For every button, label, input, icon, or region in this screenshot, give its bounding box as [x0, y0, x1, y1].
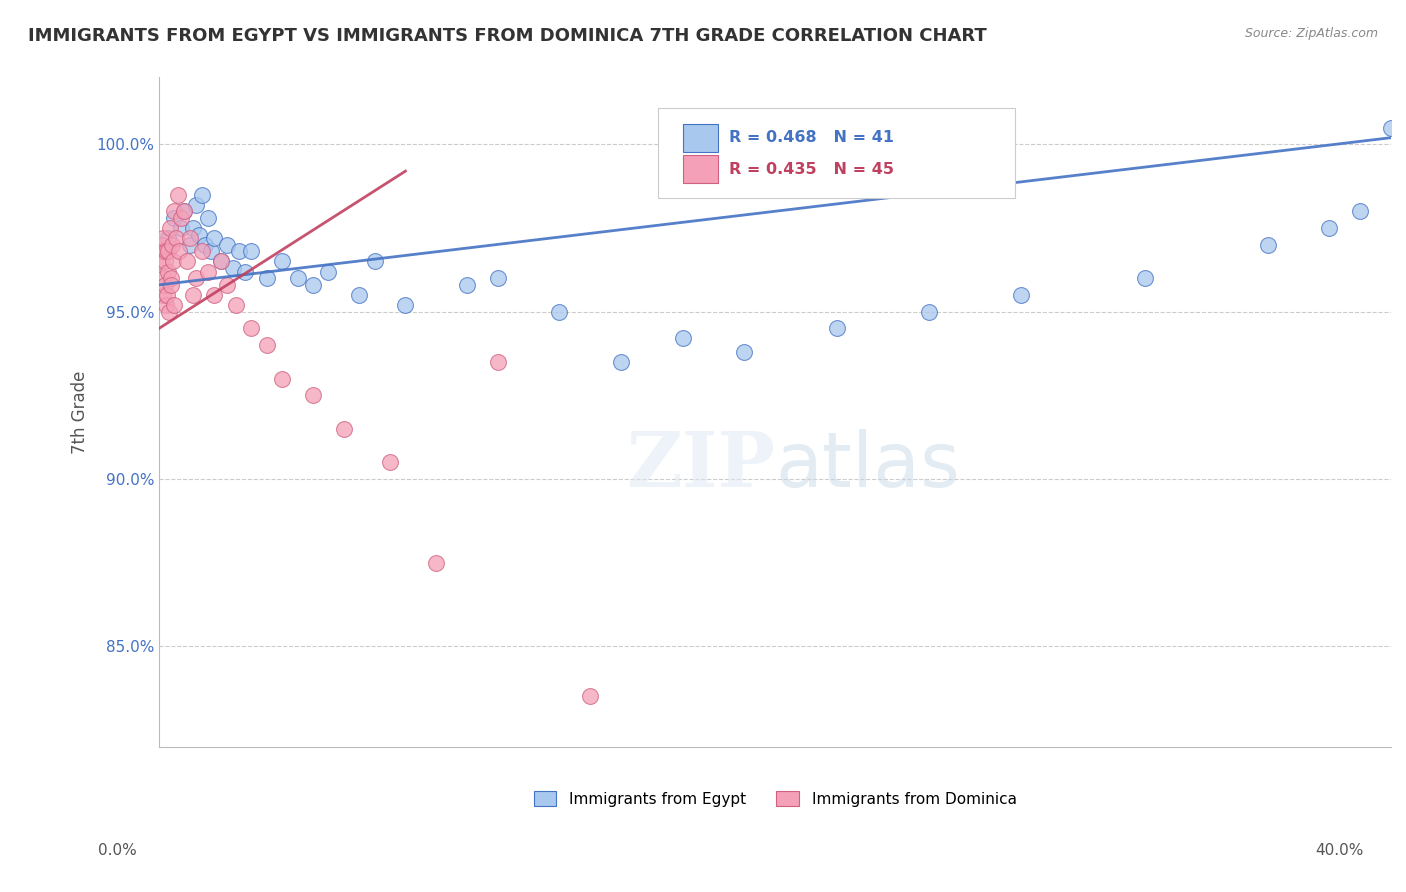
Point — [155, 298, 177, 312]
Point — [1348, 204, 1371, 219]
Point — [155, 254, 177, 268]
Point — [825, 321, 848, 335]
Text: 40.0%: 40.0% — [1316, 843, 1364, 858]
Point — [197, 264, 219, 278]
Point — [163, 211, 186, 225]
Point — [333, 422, 356, 436]
Point — [215, 237, 238, 252]
Point — [181, 288, 204, 302]
Point — [150, 237, 173, 252]
Point — [157, 231, 180, 245]
Point — [160, 237, 183, 252]
Y-axis label: 7th Grade: 7th Grade — [72, 370, 89, 454]
Point — [149, 254, 172, 268]
Point — [169, 221, 191, 235]
Point — [163, 298, 186, 312]
Point — [918, 304, 941, 318]
Point — [363, 254, 385, 268]
Point — [225, 298, 247, 312]
Point — [165, 231, 187, 245]
Point — [222, 261, 245, 276]
Point — [1010, 288, 1032, 302]
Point — [215, 277, 238, 292]
Point — [162, 254, 184, 268]
Point — [163, 204, 186, 219]
Point — [184, 271, 207, 285]
Point — [733, 344, 755, 359]
Point — [302, 388, 325, 402]
Point — [425, 556, 447, 570]
Point — [166, 187, 188, 202]
Point — [1133, 271, 1156, 285]
Point — [378, 455, 401, 469]
Point — [152, 288, 174, 302]
Point — [302, 277, 325, 292]
Point — [197, 211, 219, 225]
Point — [179, 231, 201, 245]
Point — [200, 244, 222, 259]
Text: R = 0.468   N = 41: R = 0.468 N = 41 — [730, 130, 894, 145]
Point — [240, 321, 263, 335]
Point — [318, 264, 340, 278]
Point — [486, 355, 509, 369]
FancyBboxPatch shape — [658, 108, 1015, 198]
Point — [156, 264, 179, 278]
Point — [349, 288, 371, 302]
Point — [1319, 221, 1341, 235]
Point — [204, 231, 226, 245]
Point — [256, 338, 278, 352]
Point — [256, 271, 278, 285]
Point — [610, 355, 633, 369]
Point — [456, 277, 478, 292]
Point — [191, 244, 214, 259]
Point — [157, 244, 180, 259]
Point — [150, 244, 173, 259]
Point — [160, 277, 183, 292]
Point — [1257, 237, 1279, 252]
Point — [188, 227, 211, 242]
Point — [194, 237, 217, 252]
FancyBboxPatch shape — [683, 124, 718, 152]
Legend: Immigrants from Egypt, Immigrants from Dominica: Immigrants from Egypt, Immigrants from D… — [527, 784, 1022, 813]
FancyBboxPatch shape — [683, 155, 718, 183]
Point — [181, 221, 204, 235]
Point — [287, 271, 309, 285]
Point — [153, 271, 176, 285]
Text: atlas: atlas — [775, 428, 960, 502]
Point — [486, 271, 509, 285]
Point — [176, 254, 198, 268]
Text: ZIP: ZIP — [626, 428, 775, 502]
Point — [155, 244, 177, 259]
Text: 0.0%: 0.0% — [98, 843, 138, 858]
Point — [157, 304, 180, 318]
Point — [156, 288, 179, 302]
Point — [191, 187, 214, 202]
Point — [159, 221, 181, 235]
Point — [209, 254, 232, 268]
Point — [173, 204, 195, 219]
Text: R = 0.435   N = 45: R = 0.435 N = 45 — [730, 161, 894, 177]
Point — [394, 298, 416, 312]
Point — [233, 264, 256, 278]
Point — [228, 244, 250, 259]
Point — [153, 277, 176, 292]
Text: Source: ZipAtlas.com: Source: ZipAtlas.com — [1244, 27, 1378, 40]
Point — [159, 271, 181, 285]
Point — [271, 371, 294, 385]
Point — [1379, 120, 1402, 135]
Point — [672, 331, 695, 345]
Point — [167, 244, 190, 259]
Point — [240, 244, 263, 259]
Point — [579, 690, 602, 704]
Text: IMMIGRANTS FROM EGYPT VS IMMIGRANTS FROM DOMINICA 7TH GRADE CORRELATION CHART: IMMIGRANTS FROM EGYPT VS IMMIGRANTS FROM… — [28, 27, 987, 45]
Point — [548, 304, 571, 318]
Point — [271, 254, 294, 268]
Point — [209, 254, 232, 268]
Point — [173, 204, 195, 219]
Point — [204, 288, 226, 302]
Point — [152, 231, 174, 245]
Point — [169, 211, 191, 225]
Point — [179, 237, 201, 252]
Point — [184, 197, 207, 211]
